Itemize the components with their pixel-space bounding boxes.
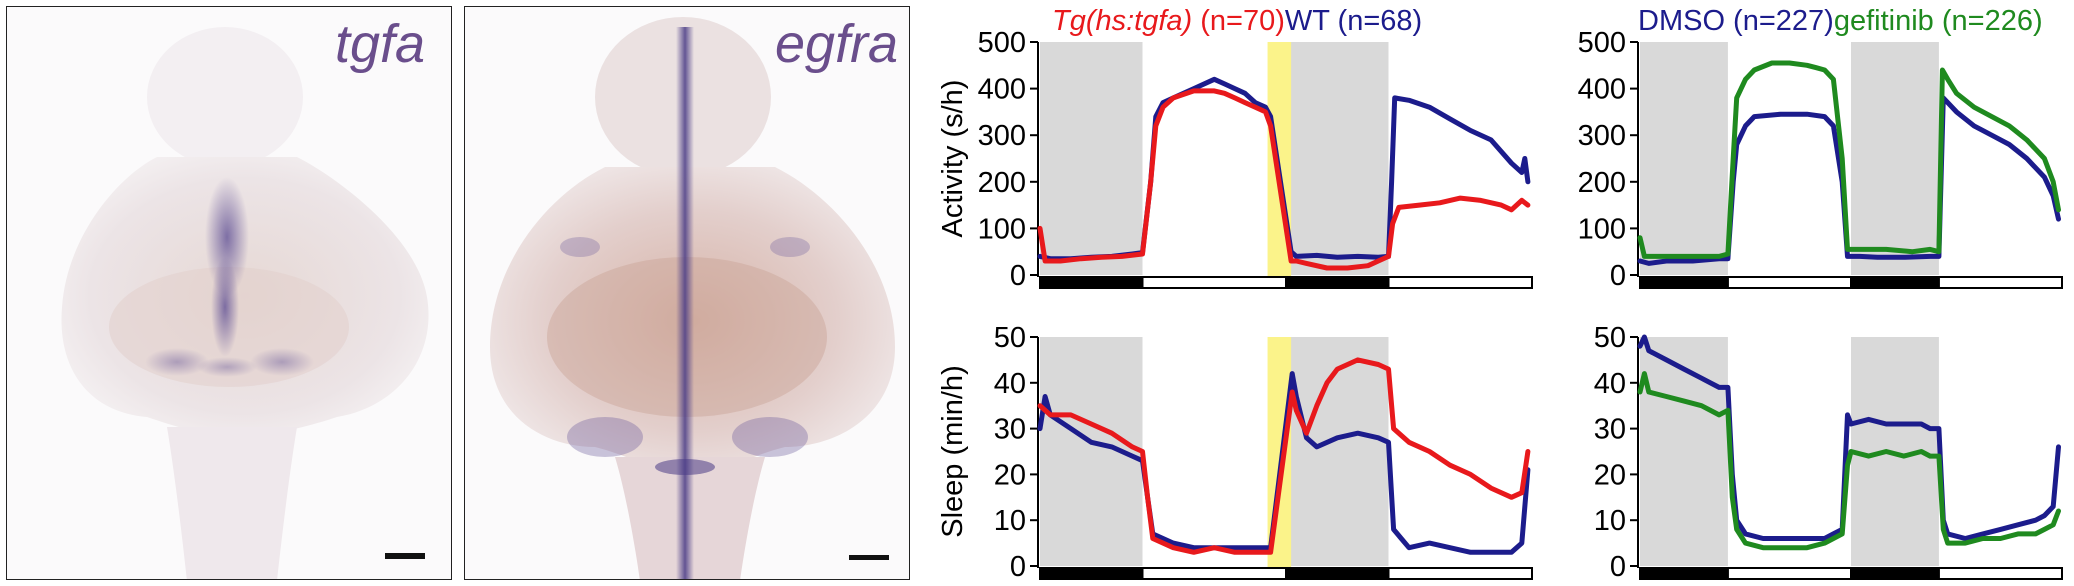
y-tick-label: 200: [978, 167, 1026, 199]
series-line-gefitinib: [1637, 60, 2061, 259]
y-tick-label: 40: [994, 368, 1026, 400]
series-line-dmso: [1637, 95, 2061, 266]
gene-label-tgfa: tgfa: [335, 14, 426, 74]
day-bar-segment-2: [1726, 276, 1852, 289]
night-shading-1: [1040, 42, 1143, 275]
y-tick-label: 40: [1594, 368, 1626, 400]
night-shading-1: [1640, 42, 1728, 275]
night-bar-segment-3: [1850, 567, 1940, 580]
night-bar-segment-1: [1639, 276, 1729, 289]
y-tick-label: 30: [994, 414, 1026, 446]
y-tick-label: 20: [1594, 459, 1626, 491]
y-tick-label: 0: [1610, 260, 1626, 292]
legend-entry-italic: Tg(hs:tgfa): [1052, 5, 1192, 37]
series-line-gefitinib: [1637, 371, 2061, 551]
night-shading-1: [1640, 337, 1728, 566]
y-axis-label: Sleep (min/h): [937, 365, 969, 537]
y-tick-label: 100: [1578, 213, 1626, 245]
day-bar-segment-4: [1937, 567, 2063, 580]
y-tick-label: 50: [994, 322, 1026, 354]
series-line-wt: [1037, 371, 1531, 555]
y-tick-label: 500: [1578, 27, 1626, 59]
y-tick-label: 10: [1594, 505, 1626, 537]
chart-sleep-heatshock: 0 10 20 30 40 50 Sleep (min/h): [937, 322, 1533, 583]
day-bar-segment-2: [1726, 567, 1852, 580]
chart-sleep-drug: 0 10 20 30 40 50: [1594, 322, 2063, 583]
night-bar-segment-1: [1639, 567, 1729, 580]
night-bar-segment-3: [1850, 276, 1940, 289]
y-tick-label: 400: [1578, 74, 1626, 106]
series-line-tg-hs-tgfa-: [1037, 88, 1531, 271]
night-bar-segment-1: [1039, 567, 1144, 580]
in-situ-photo-egfra: egfra: [464, 6, 910, 580]
series-line-tg-hs-tgfa-: [1037, 357, 1531, 555]
gene-label-egfra: egfra: [775, 14, 899, 74]
night-bar-segment-1: [1039, 276, 1144, 289]
y-tick-label: 300: [978, 120, 1026, 152]
legend-entry-count: (n=70): [1192, 5, 1285, 37]
scale-bar: [849, 555, 889, 560]
day-bar-segment-4: [1387, 567, 1533, 580]
y-tick-label: 400: [978, 74, 1026, 106]
legend: DMSO (n=227)gefitinib (n=226): [1638, 5, 2043, 37]
legend: Tg(hs:tgfa) (n=70)WT (n=68): [1052, 5, 1422, 37]
night-bar-segment-3: [1285, 276, 1390, 289]
legend-entry: gefitinib (n=226): [1834, 5, 2043, 37]
day-bar-segment-2: [1141, 567, 1287, 580]
night-shading-2: [1286, 42, 1389, 275]
in-situ-photo-tgfa: tgfa: [6, 6, 452, 580]
day-bar-segment-2: [1141, 276, 1287, 289]
night-shading-2: [1851, 42, 1939, 275]
chart-activity-drug: 0 100 200 300 400 500 DMSO (n=227)gefitinib (n…: [1578, 5, 2063, 292]
y-tick-label: 0: [1010, 551, 1026, 583]
y-tick-label: 0: [1010, 260, 1026, 292]
y-tick-label: 500: [978, 27, 1026, 59]
larva-brain-image-egfra: [465, 7, 909, 579]
y-tick-label: 30: [1594, 414, 1626, 446]
series-line-dmso: [1637, 334, 2061, 541]
y-tick-label: 200: [1578, 167, 1626, 199]
night-bar-segment-3: [1285, 567, 1390, 580]
night-shading-2: [1286, 337, 1389, 566]
scale-bar: [385, 553, 425, 559]
y-tick-label: 300: [1578, 120, 1626, 152]
y-tick-label: 0: [1610, 551, 1626, 583]
y-axis-label: Activity (s/h): [937, 80, 969, 238]
y-tick-label: 20: [994, 459, 1026, 491]
larva-brain-image-tgfa: [7, 7, 451, 579]
day-bar-segment-4: [1937, 276, 2063, 289]
legend-entry: DMSO (n=227): [1638, 5, 1834, 37]
chart-activity-heatshock: 0 100 200 300 400 500 Activity (s/h) Tg(hs:tgfa…: [937, 5, 1533, 292]
y-tick-label: 50: [1594, 322, 1626, 354]
y-tick-label: 100: [978, 213, 1026, 245]
legend-entry: WT (n=68): [1285, 5, 1422, 37]
y-tick-label: 10: [994, 505, 1026, 537]
day-bar-segment-4: [1387, 276, 1533, 289]
